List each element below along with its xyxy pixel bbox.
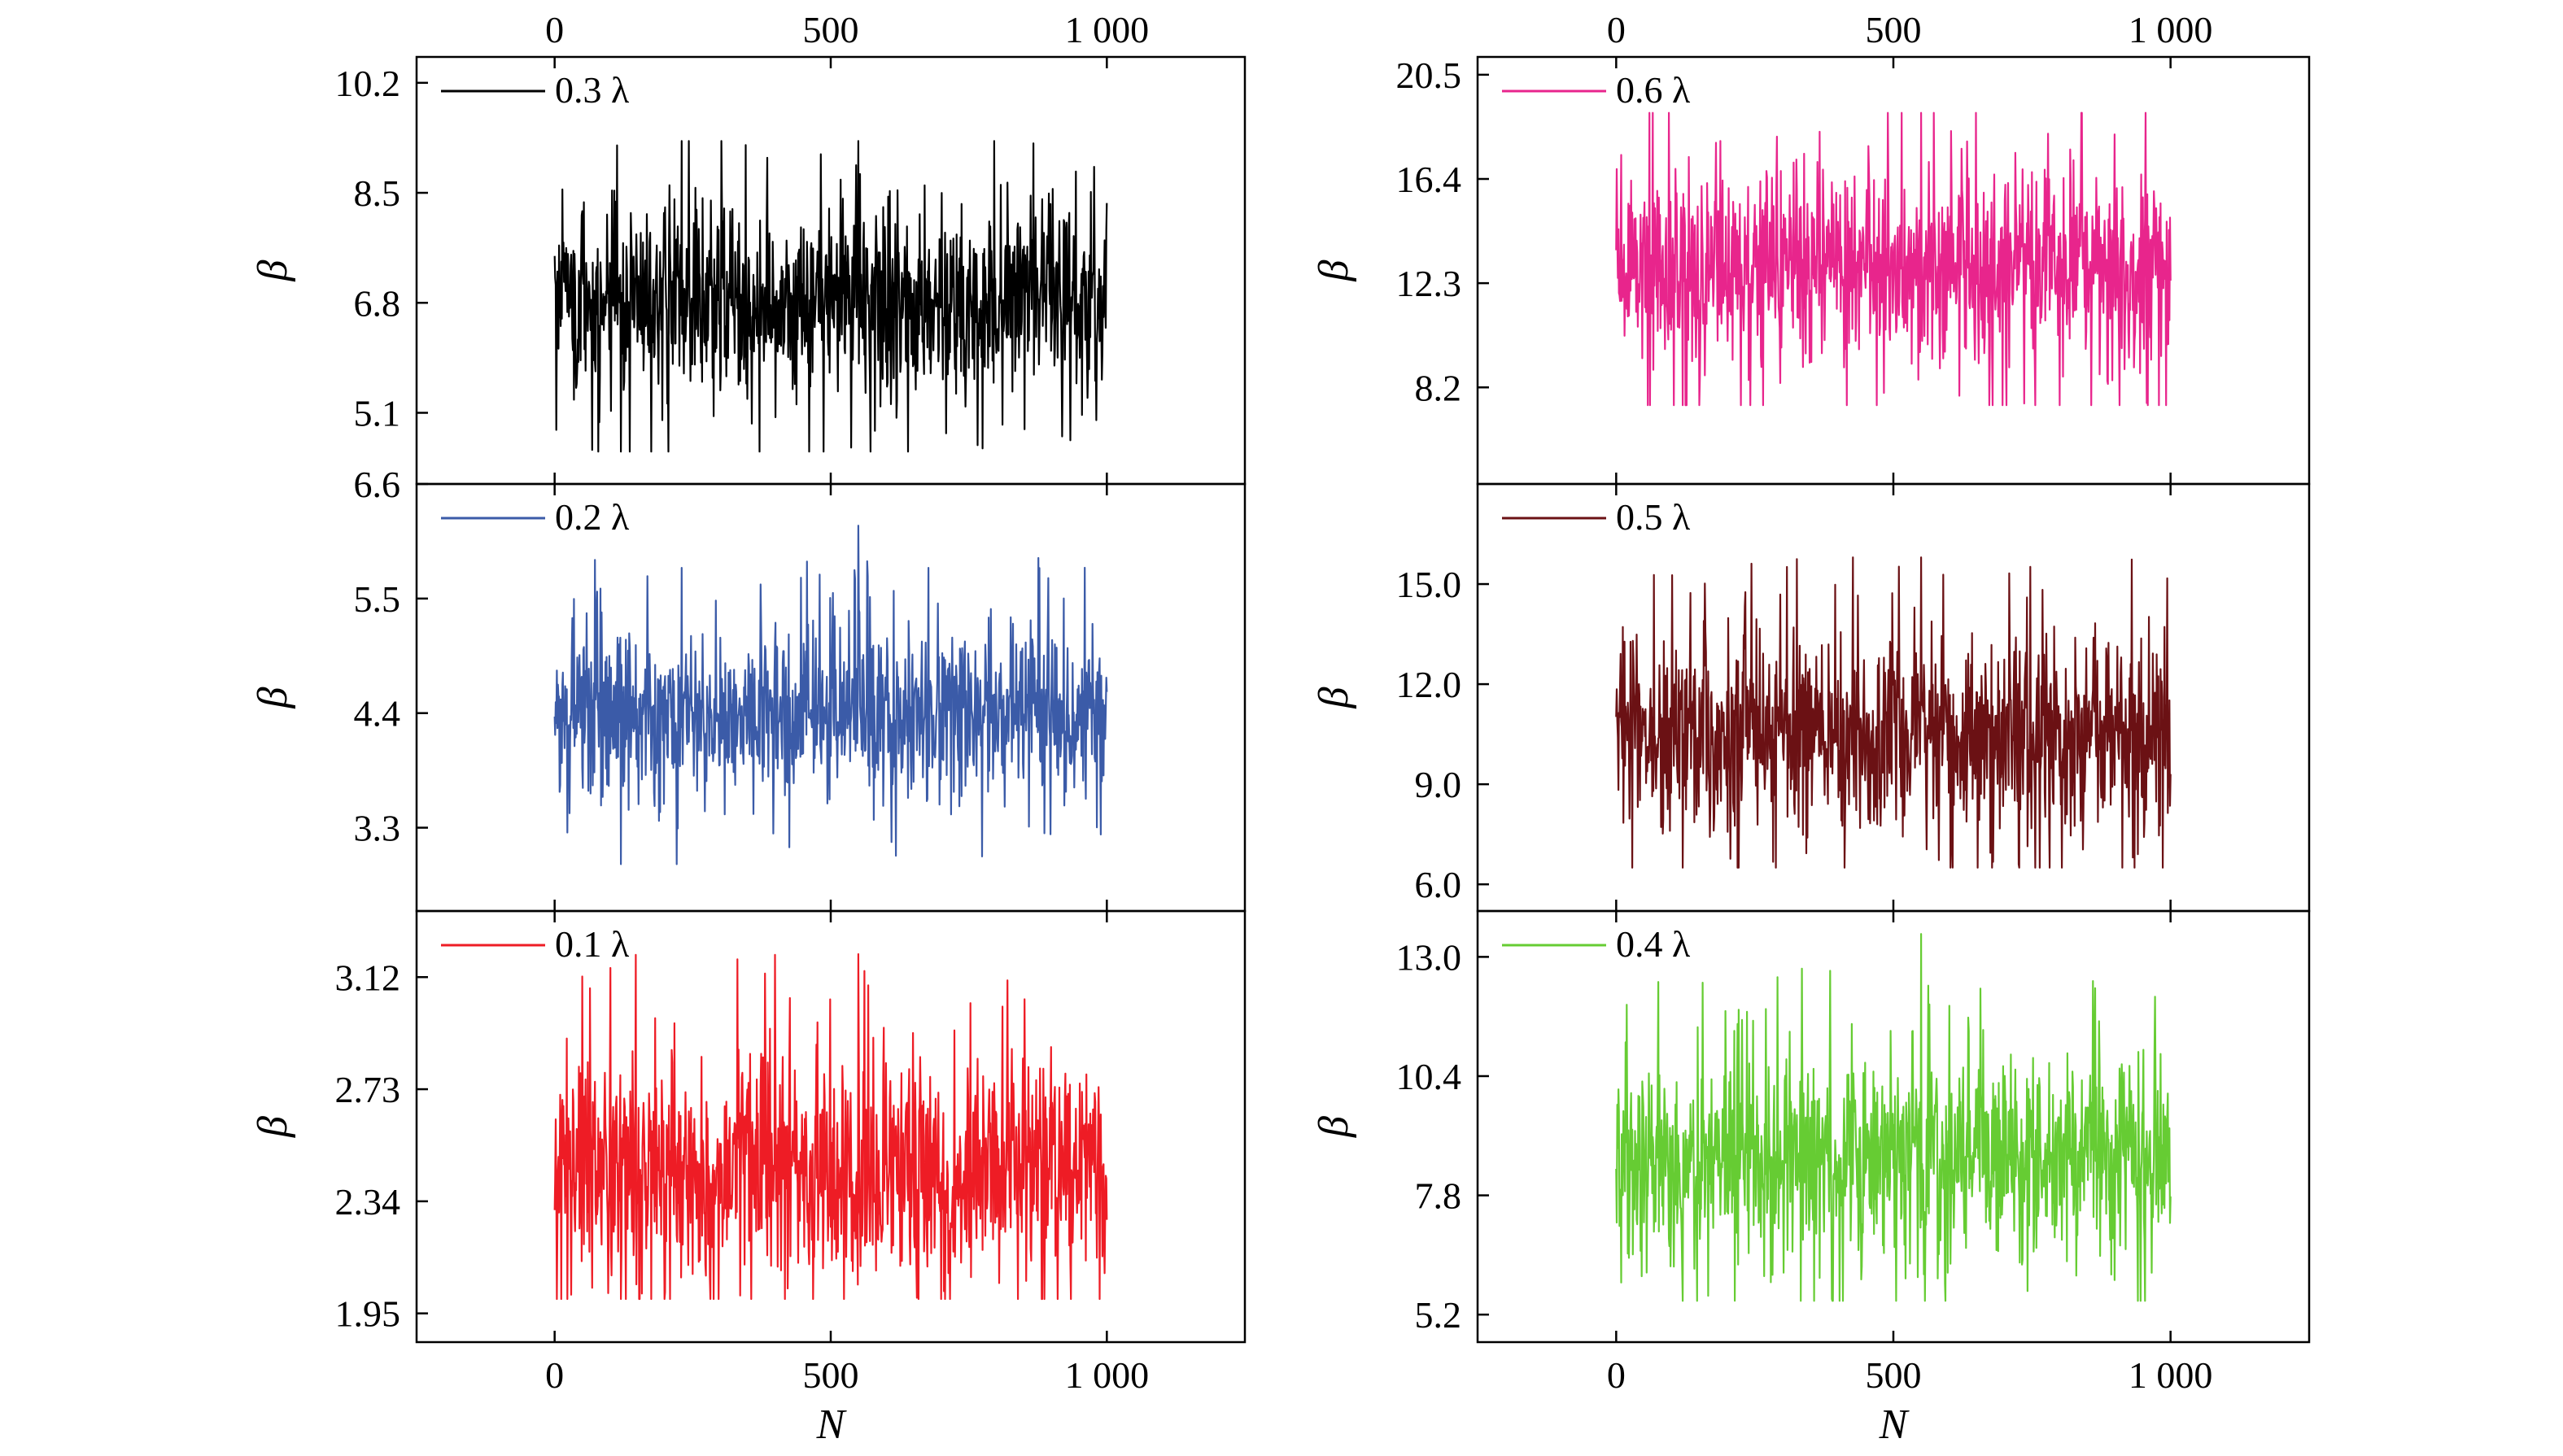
chart-panel-right-bottom: 5.2 7.8 10.4 13.0 β 0.4 λ [1311, 909, 2311, 1344]
x-tick-label: 0 [1607, 9, 1626, 50]
y-axis-title: β [1311, 687, 1357, 708]
y-tick-label: 6.0 [1415, 864, 1462, 905]
y-tick-label: 8.5 [354, 172, 401, 214]
y-tick-label: 16.4 [1396, 159, 1462, 200]
legend-label: 0.2 λ [555, 496, 630, 538]
x-tick-label: 0 [545, 9, 564, 50]
y-tick-label: 3.3 [354, 808, 401, 849]
y-tick-label: 5.1 [354, 393, 401, 434]
y-tick-label: 20.5 [1396, 54, 1462, 96]
y-tick-label: 2.34 [335, 1181, 401, 1223]
legend-label: 0.4 λ [1616, 923, 1691, 965]
y-tick-label: 9.0 [1415, 764, 1462, 805]
y-tick-label: 15.0 [1396, 564, 1462, 605]
y-tick-label: 7.8 [1415, 1175, 1462, 1217]
x-tick-label: 500 [803, 1354, 859, 1396]
chart-panel-left-top: 5.1 6.8 8.5 10.2 β 0.3 λ [250, 55, 1247, 486]
x-tick-label: 500 [803, 9, 859, 50]
y-axis-title: β [1311, 259, 1357, 281]
x-tick-label: 0 [545, 1354, 564, 1396]
x-axis-title: N [1879, 1402, 1910, 1448]
x-tick-label: 1 000 [2129, 1354, 2213, 1396]
y-tick-label: 10.4 [1396, 1056, 1462, 1097]
x-tick-label: 1 000 [1065, 9, 1150, 50]
y-tick-label: 5.5 [354, 578, 401, 620]
chart-panel-right-top: 8.2 12.3 16.4 20.5 β 0.6 λ [1311, 54, 2311, 486]
y-tick-label: 13.0 [1396, 936, 1462, 978]
x-tick-label: 500 [1866, 1354, 1922, 1396]
x-axis-title: N [816, 1402, 848, 1448]
y-tick-label: 3.12 [335, 957, 401, 998]
y-axis-title: β [1311, 1116, 1357, 1138]
y-tick-label: 4.4 [354, 693, 401, 735]
legend-label: 0.1 λ [555, 923, 630, 965]
x-tick-label: 1 000 [2129, 9, 2213, 50]
legend-label: 0.3 λ [555, 69, 630, 111]
y-axis-title: β [250, 259, 296, 281]
y-tick-label: 1.95 [335, 1293, 401, 1335]
series-line [1615, 111, 2172, 407]
y-tick-label: 8.2 [1415, 367, 1462, 408]
y-tick-label: 12.3 [1396, 263, 1462, 304]
y-tick-label: 10.2 [335, 63, 401, 104]
series-line [553, 525, 1108, 865]
series-line [1615, 556, 2172, 869]
y-axis-title: β [250, 1116, 296, 1138]
chart-panel-right-middle: 6.0 9.0 12.0 15.0 β 0.5 λ [1311, 482, 2311, 913]
y-tick-label: 6.6 [354, 464, 401, 505]
x-tick-label: 1 000 [1065, 1354, 1150, 1396]
x-tick-label: 500 [1866, 9, 1922, 50]
chart-panel-left-middle: 3.3 4.4 5.5 6.6 β 0.2 λ [250, 464, 1247, 913]
y-tick-label: 2.73 [335, 1069, 401, 1110]
y-axis-title: β [250, 687, 296, 708]
series-line [553, 953, 1108, 1301]
y-tick-label: 12.0 [1396, 664, 1462, 705]
series-line [553, 140, 1108, 453]
chart-panel-left-bottom: 1.95 2.34 2.73 3.12 β 0.1 λ [250, 909, 1247, 1344]
x-tick-label: 0 [1607, 1354, 1626, 1396]
y-tick-label: 5.2 [1415, 1294, 1462, 1336]
legend-label: 0.6 λ [1616, 69, 1691, 111]
series-line [1615, 933, 2172, 1302]
y-tick-label: 6.8 [354, 282, 401, 324]
legend-label: 0.5 λ [1616, 496, 1691, 538]
